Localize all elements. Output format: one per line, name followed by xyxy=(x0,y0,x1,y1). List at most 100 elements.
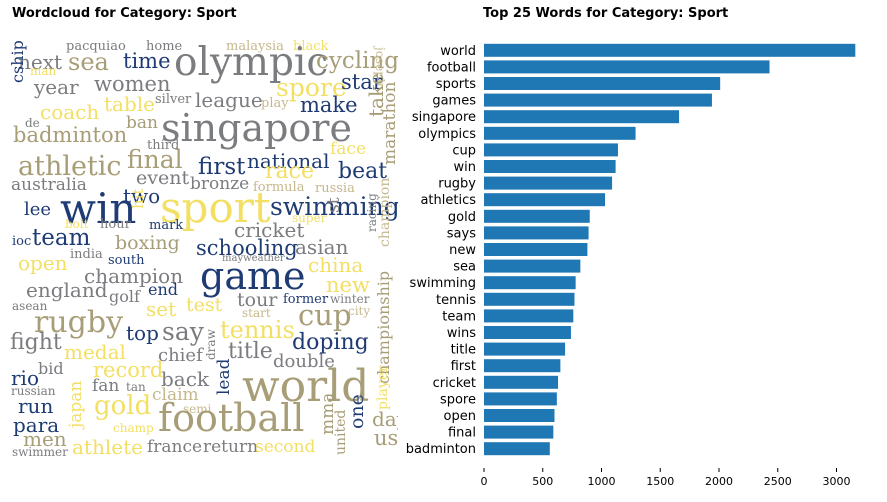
wordcloud-word: second xyxy=(255,437,316,457)
wordcloud-word: india xyxy=(70,247,103,262)
wordcloud-word: men xyxy=(23,427,67,451)
wordcloud-word: cycling xyxy=(316,48,398,74)
wordcloud-word: gold xyxy=(94,391,152,421)
wordcloud-word: beat xyxy=(338,159,388,184)
wordcloud-word: athletic xyxy=(18,151,122,182)
wordcloud-word: third xyxy=(147,138,180,153)
wordcloud-word: set xyxy=(146,297,177,321)
wordcloud-word: women xyxy=(94,72,171,96)
y-tick-label: title xyxy=(451,343,476,358)
wordcloud-word: end xyxy=(148,280,179,299)
bar-gold xyxy=(484,209,590,223)
bar-cup xyxy=(484,143,618,157)
y-tick-label: final xyxy=(448,426,476,441)
wordcloud-word: ioc xyxy=(12,234,32,249)
bar-open xyxy=(484,409,555,422)
wordcloud-word: super xyxy=(292,211,327,225)
y-tick-label: badminton xyxy=(406,442,476,457)
wordcloud-word: open xyxy=(18,251,68,275)
wordcloud-word: lee xyxy=(24,199,52,220)
x-tick-label: 2000 xyxy=(705,475,733,488)
y-tick-label: spore xyxy=(440,392,476,407)
wordcloud-word: de xyxy=(25,116,40,130)
y-tick-label: cricket xyxy=(433,376,476,391)
y-tick-label: sports xyxy=(436,77,476,92)
wordcloud-word: champ xyxy=(113,421,154,435)
y-tick-label: athletics xyxy=(420,193,476,208)
bar-spore xyxy=(484,392,557,406)
wordcloud-word: man xyxy=(30,64,57,78)
wordcloud-word: table xyxy=(104,92,155,116)
x-tick-label: 500 xyxy=(532,475,553,488)
wordcloud-word: winter xyxy=(330,292,370,306)
wordcloud-word: golf xyxy=(109,287,140,306)
x-tick-label: 0 xyxy=(481,475,488,488)
wordcloud-word: south xyxy=(108,253,145,268)
wordcloud-word: bid xyxy=(38,359,64,378)
y-tick-label: win xyxy=(454,160,476,175)
wordcloud-word: make xyxy=(300,93,358,117)
wordcloud: pacquiao home malaysia black next sea man time o… xyxy=(8,35,398,463)
wordcloud-word: asian xyxy=(295,235,349,259)
wordcloud-word: chief xyxy=(158,345,203,366)
bar-tennis xyxy=(484,292,575,306)
y-tick-label: cup xyxy=(452,143,476,158)
wordcloud-word: player xyxy=(375,365,391,410)
wordcloud-word: win xyxy=(60,184,137,233)
wordcloud-word: home xyxy=(146,39,183,54)
y-tick-label: open xyxy=(444,409,476,424)
wordcloud-word: badminton xyxy=(13,123,128,147)
wordcloud-word: league xyxy=(195,88,263,112)
bar-football xyxy=(484,60,770,74)
bar-cricket xyxy=(484,375,559,389)
wordcloud-word: tan xyxy=(126,380,146,394)
wordcloud-word: city xyxy=(348,304,371,318)
y-tick-label: singapore xyxy=(412,110,476,125)
wordcloud-title: Wordcloud for Category: Sport xyxy=(12,6,237,21)
wordcloud-word: final xyxy=(127,145,183,174)
wordcloud-word: sea xyxy=(68,48,109,76)
y-tick-label: sea xyxy=(453,260,476,275)
wordcloud-word: run xyxy=(18,394,54,418)
x-tick-label: 3000 xyxy=(823,475,851,488)
wordcloud-word: france xyxy=(147,437,203,457)
bar-final xyxy=(484,425,554,439)
wordcloud-word: russia xyxy=(315,181,355,196)
bar-singapore xyxy=(484,110,680,124)
y-tick-label: first xyxy=(451,359,476,374)
wordcloud-word: lead xyxy=(214,358,234,395)
wordcloud-word: double xyxy=(273,351,335,372)
wordcloud-word: formula xyxy=(253,180,305,195)
wordcloud-word: russian xyxy=(11,384,56,398)
wordcloud-word: rugby xyxy=(34,305,124,340)
y-tick-label: swimming xyxy=(410,276,476,291)
wordcloud-word: test xyxy=(186,294,223,316)
wordcloud-word: one xyxy=(346,394,368,429)
wordcloud-word: mark xyxy=(149,218,184,233)
bar-says xyxy=(484,226,589,240)
bar-chart-title: Top 25 Words for Category: Sport xyxy=(483,6,729,21)
bar-new xyxy=(484,243,588,256)
wordcloud-word: new xyxy=(326,273,370,297)
wordcloud-word: fan xyxy=(92,376,120,396)
wordcloud-word: bolt xyxy=(65,217,89,231)
wordcloud-word: tour xyxy=(237,289,278,311)
y-tick-label: football xyxy=(427,60,476,75)
wordcloud-word: claim xyxy=(152,385,199,405)
wordcloud-word: face xyxy=(330,139,367,159)
wordcloud-word: japan xyxy=(66,380,86,428)
bar-sea xyxy=(484,259,581,273)
wordcloud-word: cricket xyxy=(234,218,305,242)
bar-team xyxy=(484,309,574,323)
bar-olympics xyxy=(484,126,636,140)
wordcloud-word: hit xyxy=(129,188,147,210)
wordcloud-word: hour xyxy=(100,217,131,232)
wordcloud-word: silver xyxy=(155,92,192,107)
wordcloud-word: asean xyxy=(12,299,48,313)
bar-games xyxy=(484,93,712,107)
y-tick-label: team xyxy=(442,309,476,324)
wordcloud-word: time xyxy=(123,49,171,73)
wordcloud-word: boxing xyxy=(115,232,180,254)
y-tick-label: wins xyxy=(447,326,476,341)
